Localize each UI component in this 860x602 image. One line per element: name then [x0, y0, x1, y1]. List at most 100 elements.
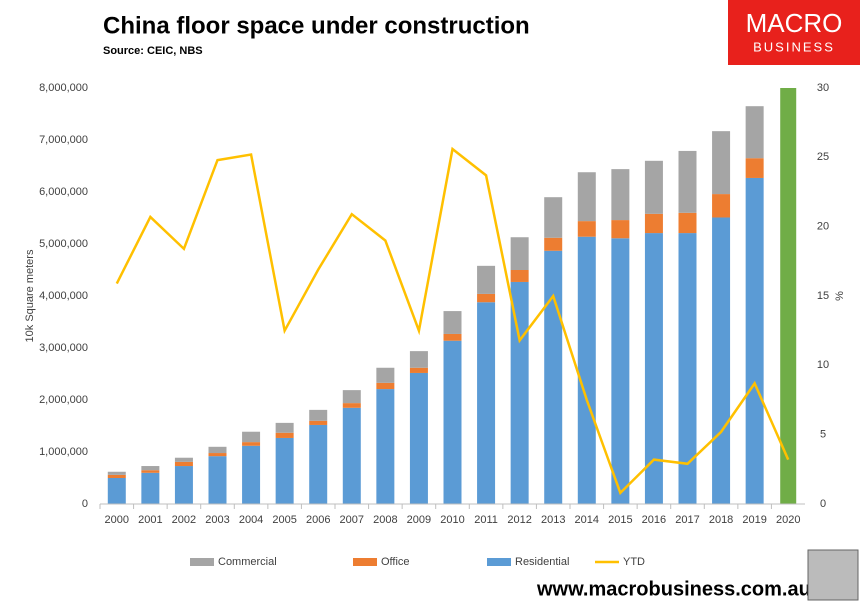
bar-segment: [611, 238, 630, 504]
bar-segment: [409, 351, 428, 368]
bar-segment: [208, 446, 227, 454]
x-tick-label: 2003: [205, 514, 229, 526]
bar-segment: [477, 302, 496, 504]
bar-segment: [309, 420, 328, 425]
bar-segment: [174, 457, 193, 462]
bar-segment: [544, 250, 563, 504]
bar-segment: [577, 221, 596, 237]
footer-url: www.macrobusiness.com.au: [536, 578, 811, 600]
y-tick-label: 4,000,000: [39, 290, 88, 302]
y2-tick-label: 30: [817, 82, 829, 94]
line-series: [115, 146, 790, 496]
bar-segment: [544, 237, 563, 251]
x-tick-label: 2012: [507, 514, 531, 526]
y-axis-label: 10k Square meters: [24, 249, 36, 342]
chart-title: China floor space under construction: [103, 12, 530, 39]
y-tick-label: 6,000,000: [39, 186, 88, 198]
x-tick-label: 2016: [642, 514, 666, 526]
bar-segment: [745, 158, 764, 178]
bar-segment: [745, 177, 764, 504]
bar-segment: [544, 197, 563, 238]
x-tick-label: 2009: [407, 514, 431, 526]
y-tick-label: 1,000,000: [39, 446, 88, 458]
logo-text: MACRO: [746, 8, 843, 38]
bar-segment: [208, 456, 227, 504]
bar-segment: [107, 474, 126, 478]
bar-segment: [174, 461, 193, 467]
bar-segment: [342, 407, 361, 504]
logo-text: BUSINESS: [753, 39, 835, 54]
bar-segment: [712, 131, 731, 195]
y2-tick-label: 25: [817, 151, 829, 163]
y-tick-label: 2,000,000: [39, 394, 88, 406]
x-tick-label: 2013: [541, 514, 565, 526]
bar-segment: [678, 212, 697, 234]
x-tick-label: 2001: [138, 514, 162, 526]
legend-label: Office: [381, 556, 410, 568]
x-tick-label: 2006: [306, 514, 330, 526]
bar-segment: [342, 390, 361, 404]
bar-segment: [678, 150, 697, 213]
legend-swatch: [487, 558, 511, 566]
bar-segment: [644, 233, 663, 504]
bar-segment: [745, 106, 764, 159]
bar-segment: [712, 217, 731, 505]
legend-label: YTD: [623, 556, 645, 568]
bar-segment: [242, 431, 261, 443]
x-tick-label: 2002: [172, 514, 196, 526]
bar-segment: [577, 236, 596, 504]
wolf-icon: [807, 549, 859, 601]
x-tick-label: 2015: [608, 514, 632, 526]
bar-segment: [611, 169, 630, 221]
x-tick-label: 2000: [105, 514, 129, 526]
bar-segment: [242, 442, 261, 446]
bar-segment: [644, 160, 663, 214]
bar-segment: [141, 466, 160, 471]
y2-tick-label: 5: [820, 429, 826, 441]
legend-swatch: [190, 558, 214, 566]
bar-segment: [712, 194, 731, 218]
x-tick-label: 2020: [776, 514, 800, 526]
bar-segment: [376, 382, 395, 390]
bar-segment: [275, 422, 294, 433]
y-tick-label: 5,000,000: [39, 238, 88, 250]
bar-segment: [443, 333, 462, 341]
chart-subtitle: Source: CEIC, NBS: [103, 45, 203, 57]
y-tick-label: 3,000,000: [39, 342, 88, 354]
bar-segment: [477, 293, 496, 303]
bar-segment: [107, 478, 126, 504]
bar-segment: [510, 281, 529, 504]
y2-tick-label: 10: [817, 359, 829, 371]
y2-tick-label: 15: [817, 290, 829, 302]
bar-segment: [309, 409, 328, 421]
x-tick-label: 2019: [742, 514, 766, 526]
legend-swatch: [353, 558, 377, 566]
bar-segment: [644, 213, 663, 234]
bar-segment: [309, 424, 328, 504]
y-tick-label: 8,000,000: [39, 82, 88, 94]
x-tick-label: 2005: [272, 514, 296, 526]
logo-box: [728, 0, 860, 65]
bar-segment: [409, 372, 428, 504]
x-tick-label: 2008: [373, 514, 397, 526]
y-tick-label: 7,000,000: [39, 134, 88, 146]
bar-segment: [107, 471, 126, 475]
bar-segment: [611, 220, 630, 239]
bar-segment: [342, 403, 361, 408]
bar-segment: [443, 311, 462, 334]
highlight-bar: [780, 88, 797, 504]
bar-segment: [242, 445, 261, 504]
bar-segment: [208, 453, 227, 457]
legend-label: Residential: [515, 556, 569, 568]
x-tick-label: 2017: [675, 514, 699, 526]
y2-tick-label: 0: [820, 498, 826, 510]
legend-label: Commercial: [218, 556, 277, 568]
bar-segment: [678, 233, 697, 504]
x-tick-label: 2014: [575, 514, 599, 526]
bar-segment: [443, 340, 462, 504]
x-tick-label: 2010: [440, 514, 464, 526]
bar-segment: [510, 270, 529, 282]
bar-segment: [376, 367, 395, 383]
y2-tick-label: 20: [817, 221, 829, 233]
